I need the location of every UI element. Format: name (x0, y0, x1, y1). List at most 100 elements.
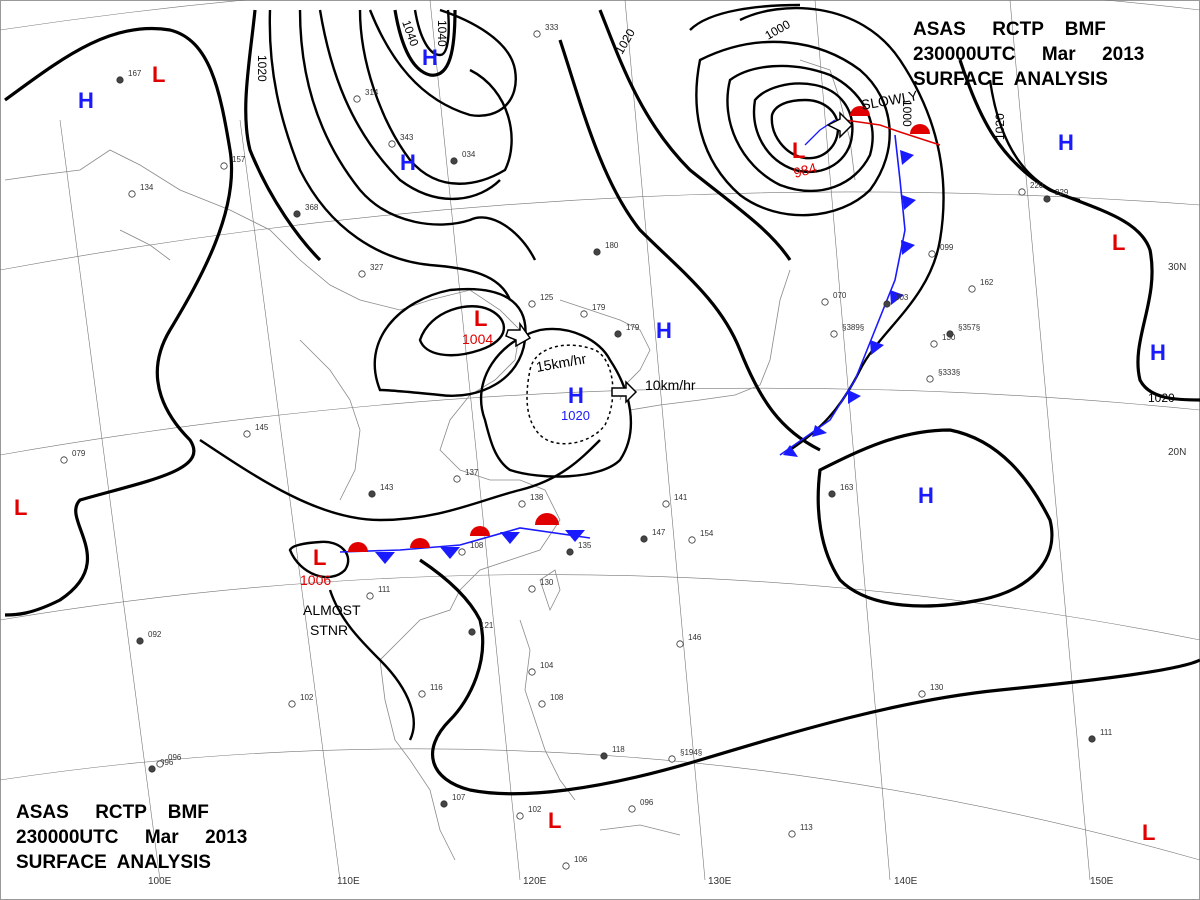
station-circle (148, 765, 156, 773)
isobar-label: 1020 (255, 55, 269, 82)
longitude-label: 120E (523, 876, 547, 887)
low-center: L (1112, 230, 1125, 255)
station-circle (366, 592, 374, 600)
almost-stnr-label: STNR (310, 622, 348, 638)
station-circle (220, 162, 228, 170)
high-center: H (568, 383, 584, 408)
station-pressure: 179 (592, 303, 606, 312)
station-pressure: 143 (380, 483, 394, 492)
low-center-value: 1006 (300, 572, 331, 588)
station-pressure: 107 (452, 793, 466, 802)
station-pressure: 102 (300, 693, 314, 702)
pressure-centers: H H H H H H H H H 1020 L L 1004 L 984 L … (14, 45, 1166, 845)
station-circle (533, 30, 541, 38)
station-circle (116, 76, 124, 84)
station-pressure: §357§ (958, 323, 980, 332)
header-line-2: 230000UTC Mar 2013 (16, 827, 248, 848)
station-circle (538, 700, 546, 708)
high-center: H (400, 150, 416, 175)
speed-label: 10km/hr (645, 377, 696, 393)
header-line-1: ASAS RCTP BMF (16, 802, 209, 823)
station-circle (668, 755, 676, 763)
high-center: H (918, 483, 934, 508)
low-center: L (474, 306, 487, 331)
station-pressure: 111 (378, 585, 391, 594)
station-pressure: §333§ (938, 368, 960, 377)
motion-arrows (505, 111, 854, 404)
coastlines (4, 59, 856, 861)
station-circle (562, 862, 570, 870)
station-pressure: 113 (800, 823, 813, 832)
station-pressure: 034 (462, 150, 476, 159)
station-pressure: 368 (305, 203, 319, 212)
station-pressure: 162 (980, 278, 994, 287)
station-circle (640, 535, 648, 543)
station-pressure: 096 (160, 758, 174, 767)
station-circle (688, 536, 696, 544)
station-circle (293, 210, 301, 218)
station-circle (353, 95, 361, 103)
station-circle (528, 585, 536, 593)
station-pressure: §389§ (842, 323, 864, 332)
station-circle (828, 490, 836, 498)
station-circle (418, 690, 426, 698)
station-pressure: 145 (255, 423, 269, 432)
station-pressure: 099 (940, 243, 954, 252)
high-center-value: 1020 (561, 408, 590, 423)
station-pressure: 108 (550, 693, 564, 702)
station-circle (453, 475, 461, 483)
station-circle (593, 248, 601, 256)
high-center: H (656, 318, 672, 343)
header-top-right: ASAS RCTP BMF 230000UTC Mar 2013 SURFACE… (913, 17, 1144, 92)
station-pressure: 125 (540, 293, 554, 302)
high-center: H (1058, 130, 1074, 155)
station-pressure: 167 (128, 69, 142, 78)
station-circle (676, 640, 684, 648)
station-circle (946, 330, 954, 338)
station-circle (788, 830, 796, 838)
station-pressure: 137 (465, 468, 479, 477)
header-bottom-left: ASAS RCTP BMF 230000UTC Mar 2013 SURFACE… (16, 800, 247, 875)
isobar-label: 1040 (435, 20, 449, 47)
station-circle (662, 500, 670, 508)
isobar-label: 1020 (1148, 391, 1175, 405)
low-center: L (313, 545, 326, 570)
station-circle (450, 157, 458, 165)
station-pressure: 327 (370, 263, 384, 272)
longitude-label: 130E (708, 876, 732, 887)
station-circle (926, 375, 934, 383)
station-pressure: 333 (545, 23, 559, 32)
station-circle (358, 270, 366, 278)
station-pressure: 130 (942, 333, 956, 342)
station-circle (918, 690, 926, 698)
station-circle (1088, 735, 1096, 743)
station-circle (830, 330, 838, 338)
station-pressure: 146 (688, 633, 702, 642)
station-pressure: 096 (640, 798, 654, 807)
station-pressure: §194§ (680, 748, 702, 757)
longitude-label: 110E (337, 876, 360, 887)
station-pressure: 104 (540, 661, 554, 670)
station-circle (136, 637, 144, 645)
latitude-label: 30N (1168, 262, 1186, 273)
header-line-3: SURFACE ANALYSIS (913, 69, 1108, 90)
station-circle (930, 340, 938, 348)
station-circle (516, 812, 524, 820)
station-circle (458, 548, 466, 556)
station-pressure: 220 (1030, 181, 1044, 190)
low-center: L (14, 495, 27, 520)
low-center-value: 984 (792, 159, 819, 181)
station-pressure: 116 (430, 683, 443, 692)
low-center: L (792, 138, 805, 163)
high-center: H (1150, 340, 1166, 365)
station-circle (518, 500, 526, 508)
low-center: L (548, 808, 561, 833)
station-pressure: 179 (626, 323, 640, 332)
station-circle (128, 190, 136, 198)
station-pressure: 180 (605, 241, 619, 250)
station-circle (288, 700, 296, 708)
station-pressure: 130 (930, 683, 944, 692)
station-pressure: 070 (833, 291, 847, 300)
station-pressure: 314 (365, 88, 379, 97)
